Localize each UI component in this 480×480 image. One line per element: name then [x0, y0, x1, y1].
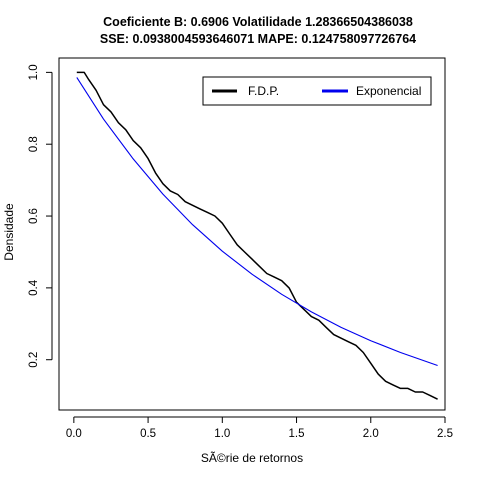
- legend-label-fdp: F.D.P.: [248, 84, 279, 98]
- y-tick-label: 0.6: [28, 208, 40, 224]
- x-axis: 0.0 0.5 1.0 1.5 2.0 2.5: [66, 416, 453, 440]
- chart-title-line2: SSE: 0.0938004593646071 MAPE: 0.12475809…: [100, 32, 416, 46]
- series-layer: [76, 71, 438, 400]
- legend-box: [202, 76, 432, 106]
- legend: F.D.P. Exponencial: [202, 76, 432, 106]
- legend-label-exponencial: Exponencial: [356, 84, 421, 98]
- x-tick-label: 0.0: [66, 428, 82, 440]
- x-tick-label: 2.0: [363, 428, 379, 440]
- x-tick-label: 1.0: [214, 428, 230, 440]
- x-tick-label: 2.5: [437, 428, 453, 440]
- y-tick-label: 1.0: [28, 64, 40, 80]
- y-tick-label: 0.2: [28, 352, 40, 368]
- y-axis: 0.2 0.4 0.6 0.8 1.0: [28, 64, 53, 368]
- plot-frame: [58, 57, 446, 411]
- y-tick-label: 0.8: [28, 136, 40, 152]
- x-tick-label: 1.5: [289, 428, 305, 440]
- y-axis-label: Densidade: [2, 203, 16, 261]
- y-tick-label: 0.4: [28, 279, 40, 296]
- series-line-exponencial: [76, 77, 438, 367]
- x-tick-label: 0.5: [140, 428, 156, 440]
- x-axis-label: SÃ©rie de retornos: [201, 451, 303, 465]
- series-line-f-d-p: [76, 71, 438, 400]
- chart-title-line1: Coeficiente B: 0.6906 Volatilidade 1.283…: [103, 15, 413, 29]
